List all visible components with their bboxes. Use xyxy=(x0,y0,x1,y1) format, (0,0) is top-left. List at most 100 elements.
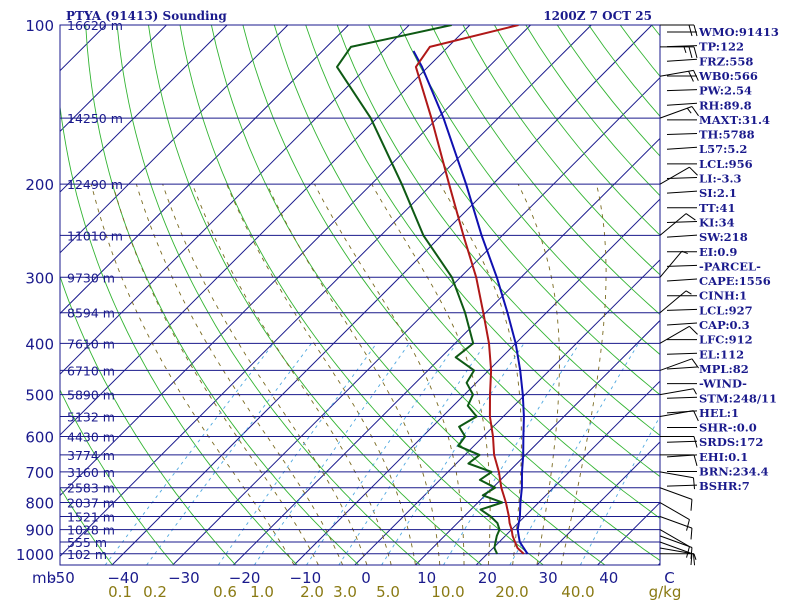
mixing-ratio-line xyxy=(338,343,486,565)
index-label: -PARCEL- xyxy=(699,259,761,273)
index-tick xyxy=(666,366,698,370)
pressure-tick-label: 500 xyxy=(25,387,54,405)
height-label: 1028 m xyxy=(67,523,115,538)
dry-adiabat-line xyxy=(179,25,544,565)
height-label: 2037 m xyxy=(67,496,115,511)
height-label: 555 m xyxy=(67,535,107,550)
pressure-tick-label: 800 xyxy=(25,495,54,513)
index-label: SRDS:172 xyxy=(699,435,763,449)
index-tick xyxy=(666,190,698,194)
dry-adiabat-line xyxy=(60,388,175,565)
wind-barb xyxy=(659,471,696,490)
isotherm-line xyxy=(172,76,660,565)
wind-barb xyxy=(659,541,693,566)
index-label: KI:34 xyxy=(699,215,735,229)
mixing-ratio-label: 0.1 xyxy=(108,583,132,600)
dry-adiabat-line xyxy=(242,25,660,562)
temperature-tick-label: 30 xyxy=(539,569,558,587)
sounding-time: 1200Z 7 OCT 25 xyxy=(543,9,652,23)
index-label: FRZ:558 xyxy=(699,54,753,68)
wind-barb xyxy=(659,166,698,185)
height-label: 2583 m xyxy=(67,481,115,496)
mixing-ratio-label: 10.0 xyxy=(431,583,464,600)
index-label: RH:89.8 xyxy=(699,98,752,112)
height-label: 3160 m xyxy=(67,465,115,480)
mixing-ratio-line xyxy=(443,343,580,565)
pressure-unit: mb xyxy=(32,569,56,587)
dry-adiabat-line xyxy=(336,25,660,437)
height-label: 5132 m xyxy=(67,410,115,425)
index-label: WB0:566 xyxy=(698,69,758,83)
index-tick xyxy=(666,133,698,136)
dry-adiabat-line xyxy=(399,25,660,356)
temperature-tick-label: -50 xyxy=(50,569,75,587)
index-label: CAP:0.3 xyxy=(699,318,750,332)
temperature-trace-line xyxy=(414,25,525,555)
pressure-tick-label: 200 xyxy=(25,176,54,194)
dry-adiabat-line xyxy=(494,25,660,236)
isotherm-line xyxy=(0,25,45,565)
index-tick xyxy=(666,146,698,150)
isobar-layer xyxy=(59,24,661,566)
index-tick xyxy=(666,308,698,311)
index-label: TH:5788 xyxy=(699,128,755,142)
mixing-ratio-label: 1.0 xyxy=(250,583,274,600)
dry-adiabat-line xyxy=(431,25,660,316)
temperature-tick-label: −30 xyxy=(168,569,200,587)
height-label: 6710 m xyxy=(67,363,115,378)
height-label: 5890 m xyxy=(67,388,115,403)
height-label: 11010 m xyxy=(67,228,123,243)
dry-adiabat-line xyxy=(556,25,660,157)
isotherm-line xyxy=(60,25,228,193)
index-label: LCL:956 xyxy=(699,157,753,171)
wind-barb xyxy=(659,358,699,371)
index-label: MPL:82 xyxy=(699,362,749,376)
dewpoint-trace-line xyxy=(336,25,504,555)
dry-adiabat-line xyxy=(85,25,360,565)
wind-barb-layer xyxy=(659,24,699,566)
mixing-ratio-line xyxy=(306,343,457,565)
index-tick xyxy=(666,396,698,399)
mixing-ratio-line xyxy=(217,343,377,565)
isotherm-line xyxy=(60,25,167,133)
pressure-tick-label: 900 xyxy=(25,522,54,540)
height-label: 12490 m xyxy=(67,177,123,192)
dry-adiabat-line xyxy=(305,25,660,478)
index-label: TT:41 xyxy=(699,201,736,215)
index-tick xyxy=(666,234,698,238)
pressure-tick-label: 1000 xyxy=(16,546,54,564)
index-tick xyxy=(666,89,698,92)
mixing-ratio-label: 0.6 xyxy=(213,583,237,600)
isotherm-line xyxy=(60,25,592,558)
height-label: 1521 m xyxy=(67,509,115,524)
wind-barb xyxy=(660,435,698,448)
isotherm-line xyxy=(60,25,531,497)
index-label: WMO:91413 xyxy=(698,25,779,39)
mixing-ratio-label: g/kg xyxy=(649,583,682,600)
isotherm-line xyxy=(475,380,660,565)
index-label: EI:0.9 xyxy=(699,245,737,259)
mixing-ratio-label: 0.2 xyxy=(143,583,167,600)
moist-adiabat-line xyxy=(371,183,491,565)
moist-adiabat-line xyxy=(192,184,392,565)
temperature-tick-label: −40 xyxy=(107,569,139,587)
wind-barb xyxy=(659,535,693,559)
pressure-tick-label: 100 xyxy=(25,17,54,35)
index-label: LI:-3.3 xyxy=(699,172,742,186)
dry-adiabat-line xyxy=(60,103,298,565)
index-label: SHR-:0.0 xyxy=(699,421,757,435)
label-layer: 16620 m 14250 m 12490 m 11010 m 9730 m 8594 m… xyxy=(16,17,682,600)
moist-adiabat-line xyxy=(560,184,607,565)
moist-adiabat-line xyxy=(314,183,465,565)
height-label: 8594 m xyxy=(67,306,115,321)
dry-adiabat-line xyxy=(462,25,660,276)
isotherm-line xyxy=(354,259,660,565)
wind-barb xyxy=(659,106,699,119)
index-tick xyxy=(666,102,698,106)
wind-barb xyxy=(659,325,698,344)
wind-barb xyxy=(660,553,697,560)
moist-adiabat-line xyxy=(226,184,416,565)
temperature-tick-label: 10 xyxy=(417,569,436,587)
index-label: LCL:927 xyxy=(699,303,753,317)
